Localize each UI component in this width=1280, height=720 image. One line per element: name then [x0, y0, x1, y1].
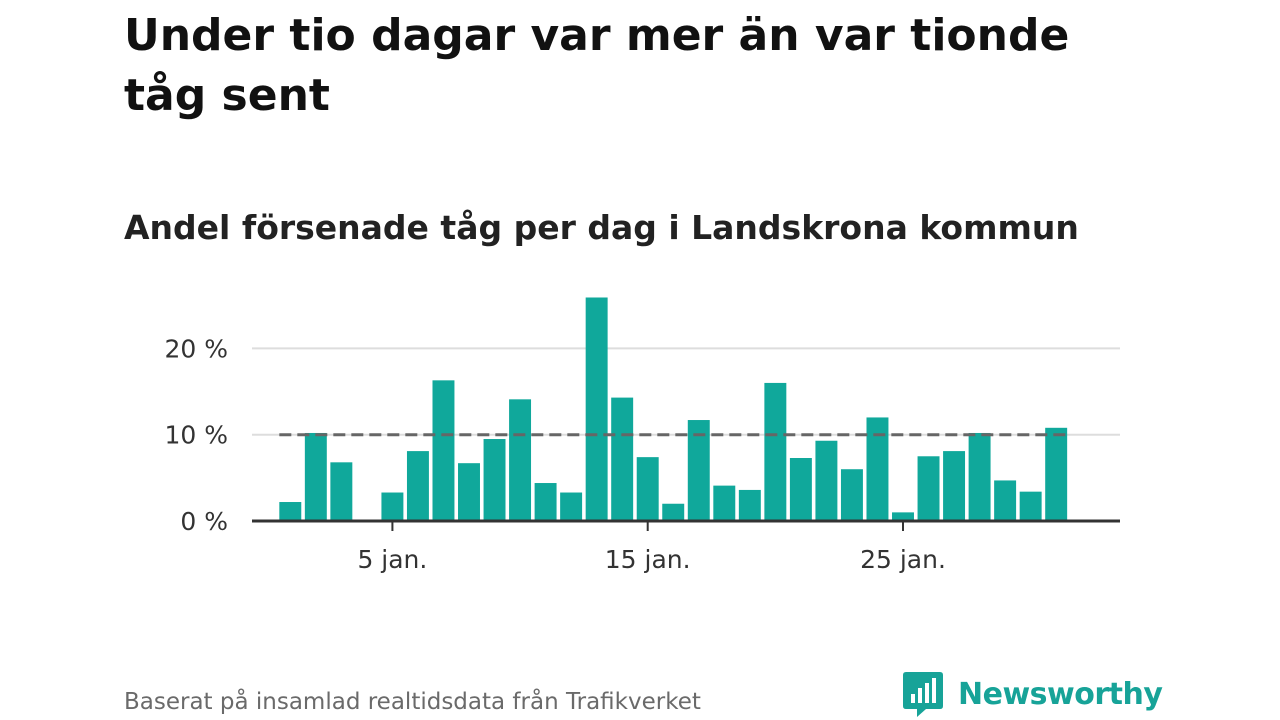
chart-subtitle: Andel försenade tåg per dag i Landskrona…: [124, 208, 1079, 247]
chart-title: Under tio dagar var mer än var tionde tå…: [124, 10, 1070, 121]
source-note: Baserat på insamlad realtidsdata från Tr…: [124, 689, 701, 715]
bar-day-9: [483, 439, 506, 521]
bar-day-23: [840, 469, 863, 521]
bar-day-30: [1019, 491, 1042, 521]
bar-day-24: [866, 417, 889, 521]
bar-day-8: [458, 463, 480, 521]
bar-day-3: [330, 462, 353, 521]
y-tick-label: 20 %: [164, 334, 228, 363]
bar-day-11: [534, 483, 557, 521]
bar-day-27: [943, 451, 966, 521]
y-tick-label: 10 %: [164, 421, 228, 450]
bar-day-17: [687, 420, 710, 521]
bar-day-6: [406, 451, 429, 521]
bar-day-14: [611, 397, 634, 521]
bar-day-2: [304, 432, 327, 521]
x-tick-label: 5 jan.: [357, 545, 427, 574]
bar-day-5: [381, 492, 404, 521]
bar-day-19: [738, 489, 761, 521]
grid-lines: [252, 347, 1120, 436]
newsworthy-logo-icon: [903, 672, 943, 717]
bar-day-31: [1045, 427, 1068, 521]
y-tick-label: 0 %: [180, 507, 228, 536]
bar-day-18: [713, 485, 736, 521]
bar-day-29: [994, 480, 1017, 521]
bar-day-21: [789, 458, 812, 521]
bar-day-25: [892, 512, 914, 521]
bar-day-22: [815, 440, 838, 521]
bars: [279, 297, 1068, 521]
x-tick-label: 15 jan.: [605, 545, 691, 574]
bar-day-15: [636, 457, 659, 521]
bar-day-7: [432, 380, 455, 521]
bar-day-12: [560, 492, 583, 521]
bar-day-16: [662, 503, 685, 521]
bar-day-20: [764, 382, 787, 521]
bar-day-26: [917, 456, 940, 521]
bar-day-10: [509, 399, 532, 521]
brand-name: Newsworthy: [958, 676, 1163, 712]
x-tick-label: 25 jan.: [860, 545, 946, 574]
axes: 0 % 10 % 20 % 5 jan. 15 jan. 25 jan.: [164, 334, 1120, 574]
bar-day-13: [585, 297, 608, 521]
brand-logo: Newsworthy: [902, 670, 1163, 718]
bar-day-1: [279, 502, 302, 521]
bar-day-28: [968, 432, 991, 521]
